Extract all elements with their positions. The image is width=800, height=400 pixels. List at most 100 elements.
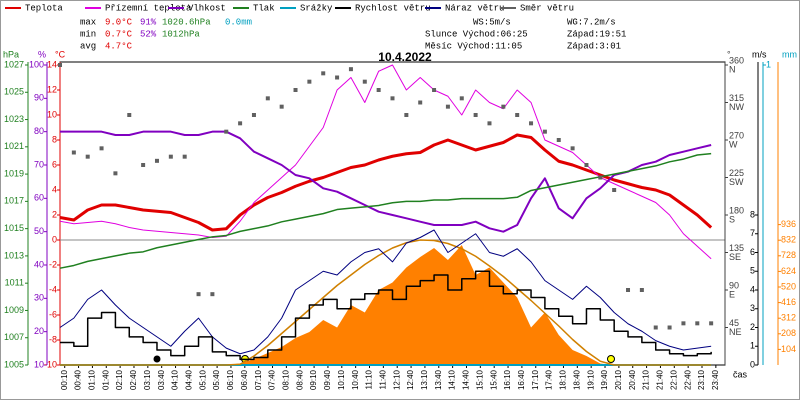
- y-tick-label: 7: [750, 228, 755, 238]
- direction-point: [71, 150, 76, 155]
- axis-unit: m/s: [752, 49, 767, 59]
- x-tick-label: 14:40: [462, 369, 471, 390]
- y-tick-label: 60: [34, 193, 44, 203]
- x-tick-label: 00:10: [60, 369, 69, 390]
- y-tick-label: S: [729, 214, 735, 224]
- x-tick-label: 00:40: [74, 369, 83, 390]
- y-tick-label: E: [729, 289, 735, 299]
- direction-point: [335, 75, 340, 80]
- stat: Západ:19:51: [567, 29, 626, 39]
- direction-point: [501, 104, 506, 109]
- x-tick-label: 01:10: [88, 369, 97, 390]
- y-tick-label: 208: [781, 328, 796, 338]
- y-tick-label: 14: [47, 59, 57, 69]
- direction-point: [168, 154, 173, 159]
- stat: Slunce Východ:06:25: [425, 29, 528, 39]
- y-tick-label: 1017: [4, 196, 24, 206]
- direction-point: [542, 129, 547, 134]
- direction-point: [307, 79, 312, 84]
- y-tick-label: 2: [750, 322, 755, 332]
- x-tick-label: 04:10: [171, 369, 180, 390]
- x-tick-label: 05:10: [198, 369, 207, 390]
- y-tick-label: 90: [729, 280, 739, 290]
- direction-point: [251, 113, 256, 117]
- y-tick-label: 1025: [4, 87, 24, 97]
- stat: 0.7°C: [105, 29, 133, 39]
- y-tick-label: 624: [781, 266, 796, 276]
- x-tick-label: 03:40: [157, 369, 166, 390]
- direction-point: [445, 104, 450, 109]
- stat: 0.0mm: [225, 17, 252, 27]
- y-tick-label: 4: [750, 284, 755, 294]
- x-tick-label: 16:10: [503, 369, 512, 390]
- direction-point: [362, 79, 367, 84]
- stat: WG:7.2m/s: [567, 17, 616, 27]
- legend-label: Rychlost větru: [355, 3, 431, 13]
- y-tick-label: N: [729, 64, 736, 74]
- line: [59, 229, 712, 355]
- x-tick-label: 08:10: [281, 369, 290, 390]
- y-tick-label: 312: [781, 313, 796, 323]
- direction-point: [404, 113, 409, 117]
- y-tick-label: 270: [729, 130, 744, 140]
- x-tick-label: 23:40: [711, 369, 720, 390]
- x-tick-label: 02:40: [129, 369, 138, 390]
- y-tick-label: 1023: [4, 114, 24, 124]
- y-tick-label: 5: [750, 266, 755, 276]
- y-tick-label: 8: [52, 134, 57, 144]
- y-tick-label: 90: [34, 93, 44, 103]
- direction-point: [432, 88, 437, 92]
- direction-point: [487, 121, 492, 126]
- x-tick-label: 09:10: [309, 369, 318, 390]
- legend-label: Přízemní teplota: [105, 3, 192, 13]
- line: [60, 239, 712, 366]
- stat: 91%: [140, 17, 157, 27]
- y-tick-label: 104: [781, 344, 796, 354]
- y-tick-label: 100: [29, 59, 44, 69]
- y-tick-label: 3: [750, 303, 755, 313]
- direction-point: [556, 138, 561, 142]
- y-tick-label: NW: [729, 102, 744, 112]
- legend-label: Náraz větru: [445, 3, 504, 13]
- stat: 52%: [140, 29, 157, 39]
- x-tick-label: 20:10: [614, 369, 623, 390]
- direction-point: [85, 154, 90, 159]
- stat: 1020.6hPa: [162, 17, 211, 27]
- x-tick-label: 04:40: [185, 369, 194, 390]
- stat: 9.0°C: [105, 17, 133, 27]
- direction-point: [154, 158, 159, 163]
- direction-point: [238, 121, 243, 126]
- y-tick-label: 6: [750, 247, 755, 257]
- stat: Měsíc Východ:11:05: [425, 41, 522, 51]
- y-tick-label: 10: [34, 359, 44, 369]
- y-tick-label: 10: [47, 109, 57, 119]
- y-tick-label: 728: [781, 250, 796, 260]
- x-tick-label: 09:40: [323, 369, 332, 390]
- y-tick-label: 135: [729, 243, 744, 253]
- stat: 1012hPa: [162, 29, 200, 39]
- axis-unit: mm: [782, 49, 797, 59]
- y-tick-label: 1009: [4, 305, 24, 315]
- stat: Západ:3:01: [567, 41, 621, 51]
- legend-label: Vlhkost: [188, 3, 226, 13]
- x-tick-label: 07:40: [268, 369, 277, 390]
- x-tick-label: 19:40: [600, 369, 609, 390]
- y-tick-label: 45: [729, 318, 739, 328]
- x-tick-label: 14:10: [448, 369, 457, 390]
- y-tick-label: 180: [729, 205, 744, 215]
- y-tick-label: 30: [34, 293, 44, 303]
- y-tick-label: 1: [766, 59, 771, 69]
- x-tick-label: 22:40: [683, 369, 692, 390]
- y-tick-label: 50: [34, 226, 44, 236]
- y-tick-label: 8: [750, 209, 755, 219]
- direction-point: [99, 146, 104, 151]
- direction-point: [279, 104, 284, 109]
- direction-point: [639, 288, 644, 292]
- direction-point: [612, 188, 617, 192]
- x-tick-label: 11:40: [378, 369, 387, 389]
- stat-label: min: [80, 29, 96, 39]
- x-tick-label: 17:10: [531, 369, 540, 390]
- y-tick-label: 0: [750, 359, 755, 369]
- x-axis-label: čas: [733, 369, 748, 379]
